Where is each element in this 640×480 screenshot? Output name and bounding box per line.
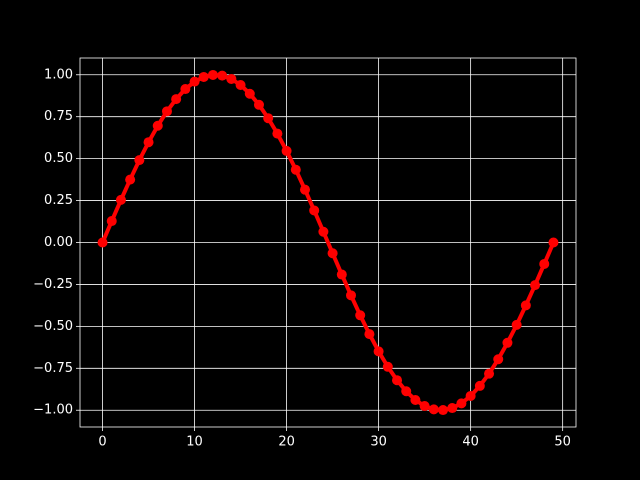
marker bbox=[309, 205, 320, 216]
marker bbox=[474, 380, 485, 391]
marker bbox=[447, 403, 458, 414]
marker bbox=[456, 398, 467, 409]
marker bbox=[235, 80, 246, 91]
marker bbox=[548, 237, 559, 248]
marker bbox=[493, 354, 504, 365]
marker bbox=[106, 216, 117, 227]
y-tick-label: 0.00 bbox=[44, 235, 73, 250]
marker bbox=[134, 155, 145, 166]
y-tick-label: 0.75 bbox=[44, 109, 73, 124]
marker bbox=[189, 76, 200, 87]
marker bbox=[290, 164, 301, 175]
marker bbox=[355, 310, 366, 321]
marker bbox=[226, 73, 237, 84]
marker bbox=[171, 94, 182, 105]
marker bbox=[125, 174, 136, 185]
plot-frame bbox=[79, 57, 577, 428]
marker bbox=[143, 137, 154, 148]
marker bbox=[244, 88, 255, 99]
marker bbox=[502, 337, 513, 348]
marker bbox=[346, 290, 357, 301]
y-tick-label: 0.25 bbox=[44, 193, 73, 208]
marker bbox=[97, 237, 108, 248]
y-tick-label: 1.00 bbox=[44, 67, 73, 82]
marker bbox=[530, 280, 541, 291]
y-tick-label: −1.00 bbox=[33, 403, 73, 418]
x-tick-label: 10 bbox=[186, 435, 203, 450]
marker bbox=[327, 248, 338, 259]
marker bbox=[401, 386, 412, 397]
x-tick-label: 30 bbox=[370, 435, 387, 450]
marker bbox=[115, 194, 126, 205]
marker bbox=[364, 329, 375, 340]
y-tick-label: −0.50 bbox=[33, 319, 73, 334]
x-tick-label: 50 bbox=[554, 435, 571, 450]
y-tick-label: −0.75 bbox=[33, 361, 73, 376]
marker bbox=[198, 71, 209, 82]
marker bbox=[217, 70, 228, 81]
y-tick-label: −0.25 bbox=[33, 277, 73, 292]
marker bbox=[428, 404, 439, 415]
y-tick-label: 0.50 bbox=[44, 151, 73, 166]
marker bbox=[299, 184, 310, 195]
x-tick-label: 40 bbox=[462, 435, 479, 450]
marker bbox=[539, 258, 550, 269]
marker bbox=[272, 128, 283, 139]
x-tick-label: 20 bbox=[278, 435, 295, 450]
marker bbox=[373, 346, 384, 357]
marker bbox=[263, 113, 274, 124]
marker bbox=[207, 69, 218, 80]
marker bbox=[520, 300, 531, 311]
marker bbox=[318, 226, 329, 237]
x-tick-label: 0 bbox=[98, 435, 106, 450]
marker bbox=[484, 368, 495, 379]
marker bbox=[253, 99, 264, 110]
marker bbox=[161, 106, 172, 117]
marker bbox=[410, 394, 421, 405]
marker bbox=[419, 401, 430, 412]
marker bbox=[392, 375, 403, 386]
marker bbox=[180, 84, 191, 95]
marker bbox=[281, 145, 292, 156]
marker bbox=[438, 405, 449, 416]
marker bbox=[382, 361, 393, 372]
marker bbox=[465, 390, 476, 401]
marker bbox=[336, 269, 347, 280]
marker bbox=[152, 120, 163, 131]
marker bbox=[511, 319, 522, 330]
